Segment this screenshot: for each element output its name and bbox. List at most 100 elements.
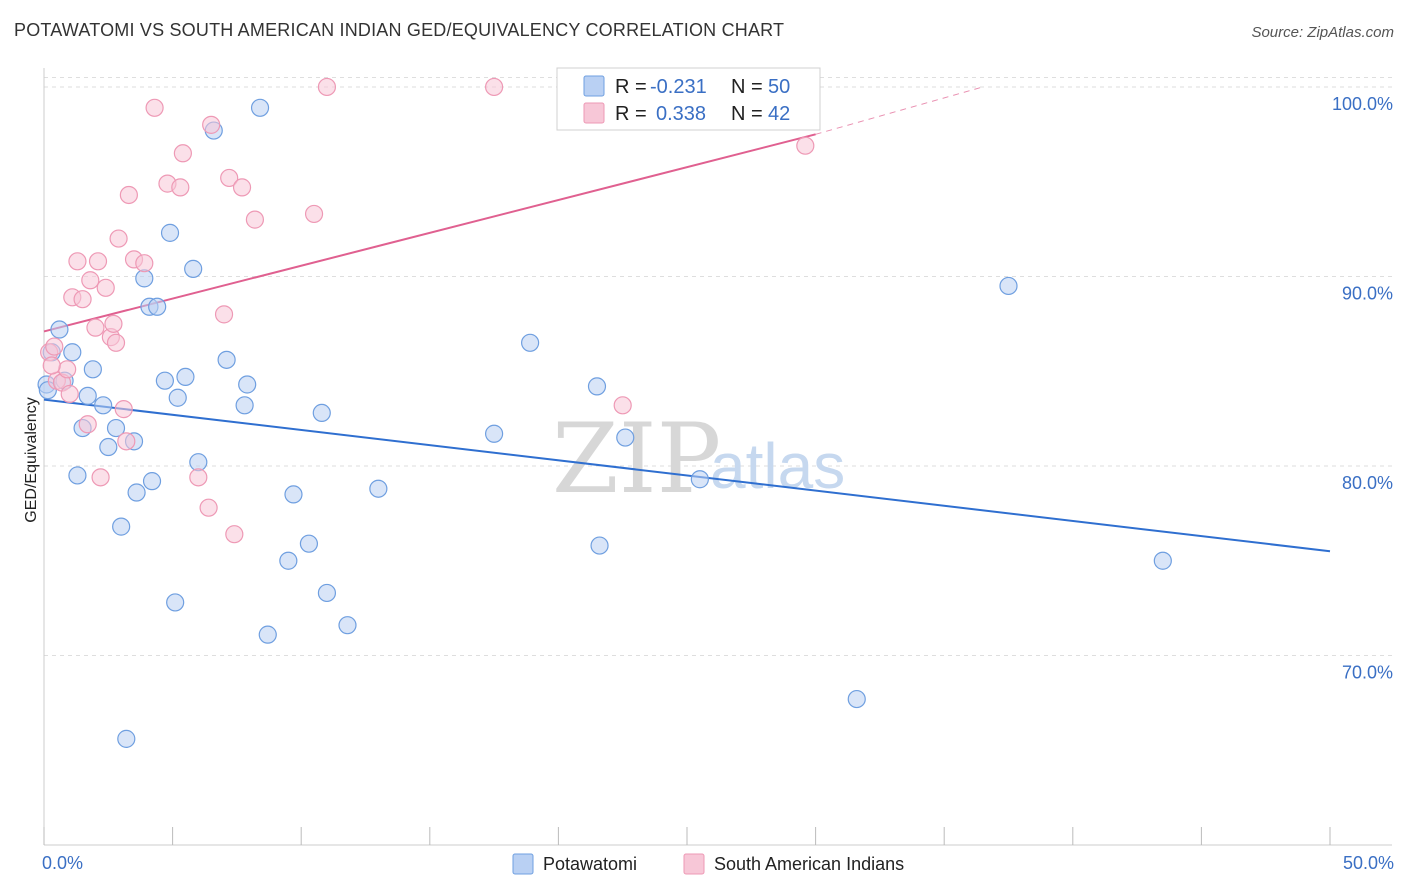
potawatomi-point [1153,551,1172,570]
south-american-indians-point [109,229,128,248]
potawatomi-point [117,729,136,748]
potawatomi-point [299,534,319,553]
trend-line-south-american-indians [43,133,816,333]
legend-swatch-potawatomi [583,75,605,97]
bottom-legend-label-south-american-indians: South American Indians [714,854,904,874]
y-tick-label: 100.0% [1332,94,1393,114]
legend-r-value-2: 0.338 [656,103,706,125]
potawatomi-point [148,297,167,316]
potawatomi-point [235,396,254,415]
potawatomi-point [142,472,162,491]
potawatomi-point [338,616,357,635]
source-label: Source: ZipAtlas.com [1251,24,1394,41]
south-american-indians-point [86,318,105,337]
south-american-indians-point [106,333,126,352]
y-tick-label: 80.0% [1342,473,1393,493]
potawatomi-point [284,485,303,504]
legend-swatch-south-american-indians [583,102,605,124]
tick-labels: 70.0% 80.0% 90.0% 100.0% 0.0% 50.0% [42,94,1394,873]
trend-lines [43,86,1331,553]
bottom-legend-label-potawatomi: Potawatomi [543,854,637,874]
south-american-indians-point [317,77,337,97]
south-american-indians-point [199,498,218,517]
south-american-indians-point [189,468,208,487]
potawatomi-point [189,453,208,472]
y-tick-label: 90.0% [1342,283,1393,303]
potawatomi-point [258,625,277,644]
potawatomi-point [135,269,154,288]
south-american-indians-point [173,144,192,163]
grid-lines [44,76,1392,656]
potawatomi-point [590,536,609,555]
data-points [37,77,1172,748]
potawatomi-point [616,428,635,447]
potawatomi-point [160,223,180,242]
x-tick-label: 0.0% [42,853,83,873]
south-american-indians-point [60,384,79,404]
south-american-indians-point [96,278,115,297]
stats-legend: R = -0.231 N = 50 R = 0.338 N = 42 [556,67,821,131]
potawatomi-point [184,259,203,278]
potawatomi-point [99,437,118,457]
south-american-indians-point [73,290,92,309]
legend-n-value-1: 50 [768,76,790,98]
potawatomi-point [112,517,131,536]
south-american-indians-point [485,77,504,97]
watermark-zip: ZIP [552,403,721,515]
south-american-indians-point [225,525,244,544]
potawatomi-point [155,371,174,390]
watermark-atlas: atlas [710,430,845,502]
potawatomi-point [999,276,1018,296]
chart-title: POTAWATOMI VS SOUTH AMERICAN INDIAN GED/… [14,20,785,40]
south-american-indians-point [613,396,632,415]
potawatomi-point [83,360,102,379]
potawatomi-point [68,466,87,485]
y-tick-label: 70.0% [1342,662,1393,682]
potawatomi-point [690,470,709,489]
south-american-indians-point [145,98,164,117]
potawatomi-point [587,377,607,396]
potawatomi-point [78,386,97,405]
axes [43,68,1392,846]
potawatomi-point [50,320,69,339]
potawatomi-point [521,333,540,352]
series-legend: Potawatomi South American Indians [512,853,904,875]
potawatomi-point [250,98,270,117]
potawatomi-point [317,583,337,603]
legend-r-label-1: R = [615,76,647,98]
legend-n-value-2: 42 [768,103,790,125]
potawatomi-point [176,367,195,387]
legend-r-value-1: -0.231 [650,76,707,98]
potawatomi-point [369,479,388,498]
south-american-indians-point [117,432,136,451]
south-american-indians-point [304,204,324,224]
trend-line-extension [815,86,983,135]
south-american-indians-point [119,185,138,205]
potawatomi-point [168,388,187,407]
south-american-indians-point [78,415,97,434]
legend-n-label-1: N = [731,76,763,98]
south-american-indians-point [42,356,61,375]
potawatomi-point [312,403,331,423]
south-american-indians-point [114,400,133,419]
south-american-indians-point [214,305,234,324]
south-american-indians-point [202,115,221,134]
potawatomi-point [63,343,82,362]
south-american-indians-point [245,210,265,229]
y-axis-title: GED/Equivalency [23,397,40,522]
potawatomi-point [166,593,185,612]
bottom-legend-swatch-potawatomi [512,853,534,875]
south-american-indians-point [88,252,108,271]
south-american-indians-point [91,468,110,487]
potawatomi-point [127,483,146,502]
watermark: ZIP atlas [552,403,845,515]
potawatomi-point [279,551,298,570]
south-american-indians-point [796,136,815,155]
potawatomi-point [106,418,126,438]
potawatomi-point [217,350,236,369]
potawatomi-point [238,375,257,394]
south-american-indians-point [232,178,252,197]
legend-n-label-2: N = [731,103,763,125]
legend-r-label-2: R = [615,103,647,125]
